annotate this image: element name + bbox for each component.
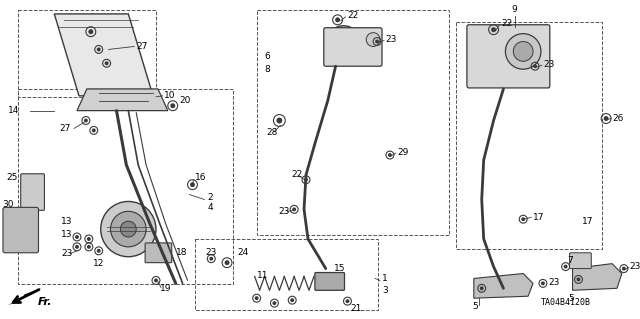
Circle shape xyxy=(88,29,93,34)
Text: 16: 16 xyxy=(195,173,207,182)
Text: 23: 23 xyxy=(543,60,554,69)
FancyBboxPatch shape xyxy=(3,207,38,253)
Circle shape xyxy=(577,278,580,281)
Circle shape xyxy=(97,48,100,51)
Circle shape xyxy=(111,211,146,247)
Text: 23: 23 xyxy=(205,248,217,257)
Circle shape xyxy=(366,33,380,47)
Circle shape xyxy=(100,202,156,257)
Text: 30: 30 xyxy=(2,200,13,209)
Polygon shape xyxy=(77,89,168,111)
Text: 5: 5 xyxy=(472,301,477,311)
Text: 15: 15 xyxy=(333,264,345,273)
Circle shape xyxy=(604,116,609,121)
Text: 24: 24 xyxy=(237,248,248,257)
Text: 9: 9 xyxy=(511,5,517,14)
Text: Fr.: Fr. xyxy=(38,297,52,307)
Text: 23: 23 xyxy=(630,262,640,271)
Polygon shape xyxy=(573,263,622,290)
Circle shape xyxy=(92,129,96,132)
Polygon shape xyxy=(8,288,42,305)
Circle shape xyxy=(335,17,340,22)
Circle shape xyxy=(521,217,525,221)
Circle shape xyxy=(326,26,362,61)
Text: 27: 27 xyxy=(136,42,148,51)
Text: 23: 23 xyxy=(278,207,290,216)
FancyBboxPatch shape xyxy=(315,272,344,290)
Polygon shape xyxy=(474,273,533,298)
Circle shape xyxy=(480,286,484,290)
Circle shape xyxy=(388,153,392,157)
FancyBboxPatch shape xyxy=(145,243,172,263)
Circle shape xyxy=(120,221,136,237)
Circle shape xyxy=(87,237,91,241)
Text: 2: 2 xyxy=(207,193,213,202)
Text: 19: 19 xyxy=(160,284,172,293)
Circle shape xyxy=(255,296,259,300)
Circle shape xyxy=(290,298,294,302)
Polygon shape xyxy=(54,14,153,96)
Text: 3: 3 xyxy=(382,286,388,295)
Text: 5: 5 xyxy=(568,294,574,303)
Circle shape xyxy=(346,299,349,303)
Circle shape xyxy=(97,249,100,253)
Text: 10: 10 xyxy=(164,91,175,100)
Text: 18: 18 xyxy=(176,248,188,257)
Text: 23: 23 xyxy=(549,278,560,287)
Circle shape xyxy=(564,265,568,269)
Circle shape xyxy=(87,245,91,249)
Text: 6: 6 xyxy=(264,52,270,61)
Text: 22: 22 xyxy=(291,170,303,179)
Text: 17: 17 xyxy=(582,217,594,226)
Text: 8: 8 xyxy=(264,65,270,74)
Text: 26: 26 xyxy=(612,114,623,123)
Circle shape xyxy=(225,260,230,265)
FancyBboxPatch shape xyxy=(570,253,591,269)
Circle shape xyxy=(491,27,496,32)
Text: 17: 17 xyxy=(533,213,545,222)
Text: 22: 22 xyxy=(502,19,513,28)
Text: 29: 29 xyxy=(398,148,409,157)
Circle shape xyxy=(190,182,195,187)
Circle shape xyxy=(541,281,545,286)
Circle shape xyxy=(292,207,296,211)
Circle shape xyxy=(375,40,379,43)
Circle shape xyxy=(506,33,541,69)
Circle shape xyxy=(84,119,88,122)
Circle shape xyxy=(104,61,109,65)
Circle shape xyxy=(154,278,158,282)
Text: 1: 1 xyxy=(382,274,388,283)
Text: 20: 20 xyxy=(180,96,191,105)
Text: TA04B4120B: TA04B4120B xyxy=(540,298,591,307)
Text: 14: 14 xyxy=(8,106,19,115)
Text: 23: 23 xyxy=(61,249,72,258)
Text: 13: 13 xyxy=(61,217,73,226)
Text: 11: 11 xyxy=(257,271,268,280)
Text: 28: 28 xyxy=(266,128,278,137)
Text: 22: 22 xyxy=(348,11,359,20)
Circle shape xyxy=(622,267,626,271)
Circle shape xyxy=(75,245,79,249)
Circle shape xyxy=(75,235,79,239)
FancyBboxPatch shape xyxy=(324,28,382,66)
Circle shape xyxy=(209,257,213,261)
Circle shape xyxy=(273,301,276,305)
Circle shape xyxy=(333,33,353,53)
FancyBboxPatch shape xyxy=(20,174,44,210)
Text: 12: 12 xyxy=(93,259,104,268)
Text: 7: 7 xyxy=(568,256,573,265)
Circle shape xyxy=(533,64,537,68)
Circle shape xyxy=(276,117,282,123)
Text: 4: 4 xyxy=(207,203,213,212)
Circle shape xyxy=(513,41,533,61)
Circle shape xyxy=(304,178,308,182)
Text: 23: 23 xyxy=(385,35,396,44)
Text: 27: 27 xyxy=(60,124,70,133)
Circle shape xyxy=(170,103,175,108)
FancyBboxPatch shape xyxy=(467,25,550,88)
Text: 13: 13 xyxy=(61,230,73,239)
Text: 25: 25 xyxy=(6,173,17,182)
Text: 21: 21 xyxy=(351,304,362,313)
